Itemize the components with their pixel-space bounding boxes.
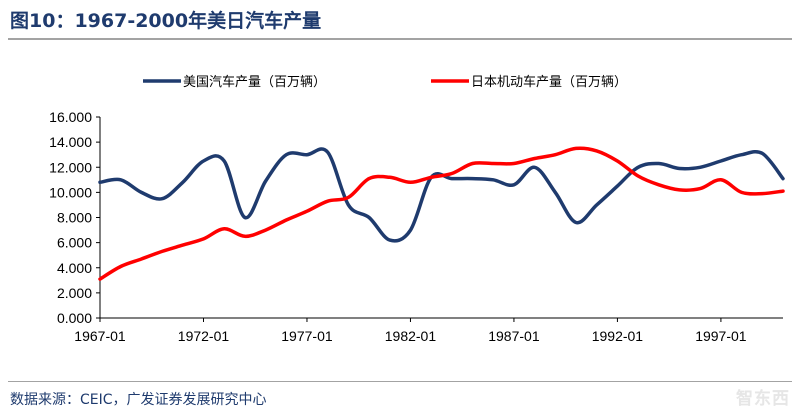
y-tick-label: 16.000: [49, 109, 92, 125]
y-tick-label: 2.000: [57, 285, 92, 301]
y-tick-label: 8.000: [57, 210, 92, 226]
y-tick-label: 6.000: [57, 235, 92, 251]
x-axis: 1967-01 1972-01 1977-01 1982-01 1987-01 1992-…: [74, 317, 783, 344]
y-tick-label: 0.000: [57, 310, 92, 326]
y-axis: 0.000 2.000 4.000 6.000 8.000 10.000 12.000 14.…: [49, 109, 101, 326]
figure-title: 图10：1967-2000年美日汽车产量: [10, 10, 322, 32]
legend-label: 美国汽车产量（百万辆）: [183, 74, 326, 90]
legend-label: 日本机动车产量（百万辆）: [471, 74, 627, 90]
plot-area: [98, 146, 785, 281]
x-tick-label: 1977-01: [281, 328, 333, 344]
x-tick-label: 1982-01: [385, 328, 437, 344]
x-tick-label: 1992-01: [592, 328, 644, 344]
source-divider: [8, 381, 792, 382]
x-tick-label: 1987-01: [488, 328, 540, 344]
data-source-note: 数据来源：CEIC，广发证券发展研究中心: [10, 392, 267, 408]
title-divider: [8, 38, 792, 40]
line-chart: 美国汽车产量（百万辆） 日本机动车产量（百万辆） 0.000 2.000 4.000 6…: [49, 74, 785, 344]
y-tick-label: 12.000: [49, 159, 92, 175]
chart-legend: 美国汽车产量（百万辆） 日本机动车产量（百万辆）: [143, 74, 627, 90]
watermark-logo: 智东西: [736, 389, 790, 409]
legend-item-us: 美国汽车产量（百万辆）: [143, 74, 326, 90]
legend-item-japan: 日本机动车产量（百万辆）: [431, 74, 627, 90]
japan-production-line: [98, 146, 785, 281]
y-tick-label: 14.000: [49, 134, 92, 150]
x-tick-label: 1997-01: [695, 328, 747, 344]
us-production-line: [98, 147, 785, 243]
y-tick-label: 10.000: [49, 184, 92, 200]
x-tick-label: 1967-01: [74, 328, 126, 344]
x-tick-label: 1972-01: [178, 328, 230, 344]
y-tick-label: 4.000: [57, 260, 92, 276]
